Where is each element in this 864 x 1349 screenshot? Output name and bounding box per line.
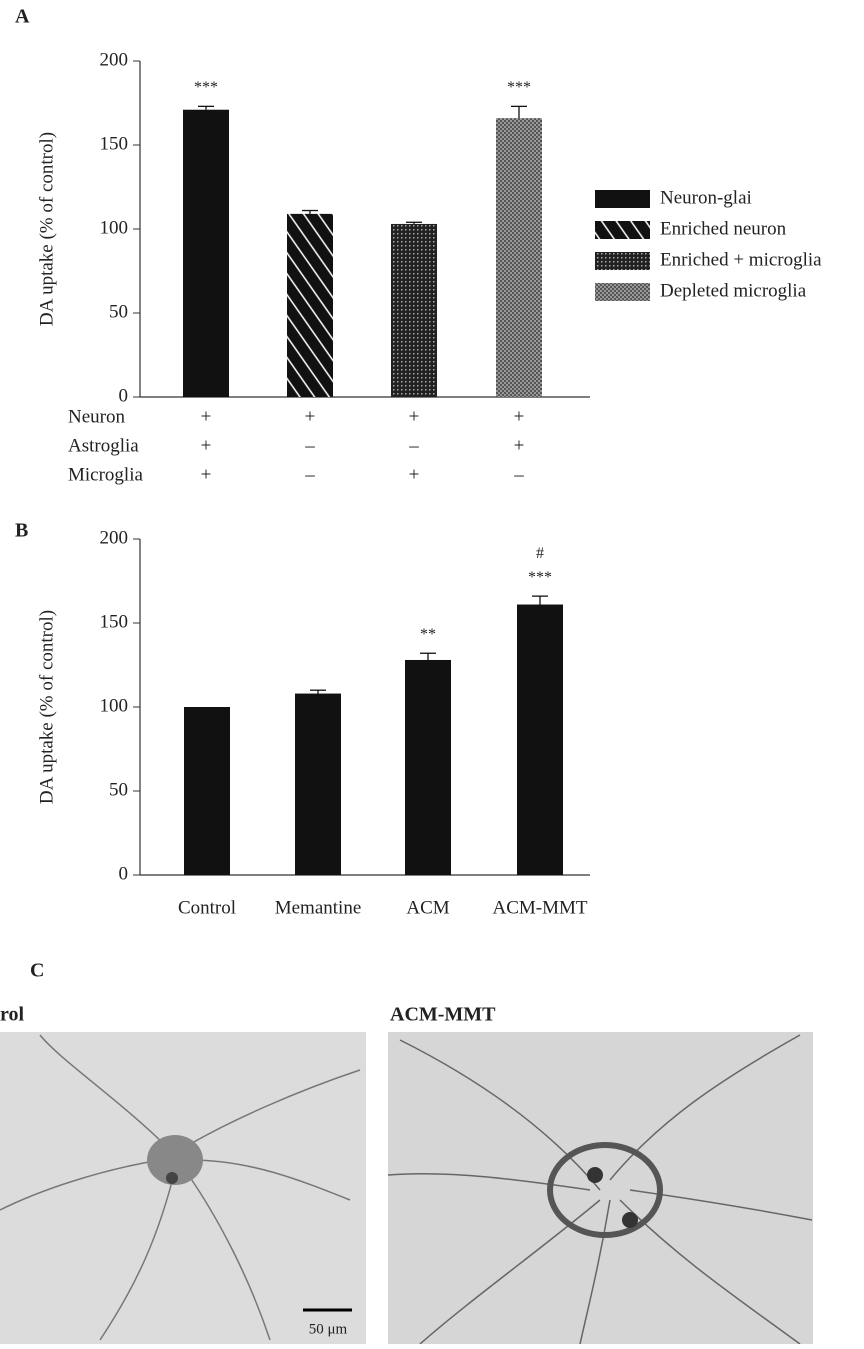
- bar: [496, 118, 542, 397]
- condition-mark: +: [201, 464, 212, 485]
- y-tick-label: 150: [100, 611, 129, 632]
- y-tick-label: 0: [119, 863, 129, 884]
- x-tick-label: ACM-MMT: [492, 897, 587, 918]
- condition-mark: +: [409, 406, 420, 427]
- significance-label: ***: [507, 79, 531, 96]
- bar: [184, 707, 230, 875]
- condition-mark: +: [409, 464, 420, 485]
- condition-mark: +: [201, 435, 212, 456]
- bar: [391, 224, 437, 397]
- micrograph: [388, 1032, 813, 1344]
- legend-label: Neuron-glai: [660, 187, 752, 208]
- condition-mark: +: [201, 406, 212, 427]
- condition-name: Neuron: [68, 406, 125, 427]
- condition-mark: +: [514, 406, 525, 427]
- significance-label: ***: [194, 79, 218, 96]
- y-tick-label: 50: [109, 301, 128, 322]
- significance-label: ***: [528, 569, 552, 586]
- y-tick-label: 200: [100, 49, 129, 70]
- y-tick-label: 100: [100, 217, 129, 238]
- y-tick-label: 200: [100, 527, 129, 548]
- bar: [183, 110, 229, 397]
- condition-mark: –: [513, 464, 524, 485]
- page: {"chart_data": [ {"type": "bar", "panel_…: [0, 0, 864, 1344]
- condition-mark: –: [408, 435, 419, 456]
- y-axis-label: DA uptake (% of control): [36, 610, 57, 804]
- bar: [287, 214, 333, 397]
- bar: [295, 694, 341, 875]
- condition-name: Microglia: [68, 464, 143, 485]
- condition-mark: –: [304, 464, 315, 485]
- figure: C rol ACM-MMT 50 μm A DA uptake (% of con…: [0, 0, 864, 1344]
- x-tick-label: Control: [178, 897, 236, 918]
- panel-c: C rol ACM-MMT 50 μm: [0, 960, 813, 1344]
- legend-label: Depleted microglia: [660, 280, 807, 301]
- bar: [405, 660, 451, 875]
- condition-mark: +: [305, 406, 316, 427]
- panel-label: B: [15, 520, 28, 542]
- x-tick-label: ACM: [406, 897, 449, 918]
- legend-swatch: [595, 283, 650, 301]
- condition-name: Astroglia: [68, 435, 139, 456]
- y-tick-label: 0: [119, 385, 129, 406]
- image-title: rol: [0, 1004, 25, 1026]
- panel-label: C: [30, 960, 44, 982]
- condition-mark: +: [514, 435, 525, 456]
- significance-label: #: [536, 545, 544, 562]
- x-tick-label: Memantine: [275, 897, 362, 918]
- y-tick-label: 100: [100, 695, 129, 716]
- legend-swatch: [595, 190, 650, 208]
- legend-swatch: [595, 252, 650, 270]
- micrograph: 50 μm: [0, 1032, 366, 1344]
- bar: [517, 605, 563, 875]
- y-axis-label: DA uptake (% of control): [36, 132, 57, 326]
- panel-label: A: [15, 6, 30, 28]
- image-title: ACM-MMT: [390, 1004, 496, 1026]
- legend-swatch: [595, 221, 650, 239]
- significance-label: **: [420, 626, 436, 643]
- y-tick-label: 150: [100, 133, 129, 154]
- y-tick-label: 50: [109, 779, 128, 800]
- legend-label: Enriched + microglia: [660, 249, 822, 270]
- scale-bar-label: 50 μm: [309, 1321, 348, 1337]
- condition-mark: –: [304, 435, 315, 456]
- legend-label: Enriched neuron: [660, 218, 787, 239]
